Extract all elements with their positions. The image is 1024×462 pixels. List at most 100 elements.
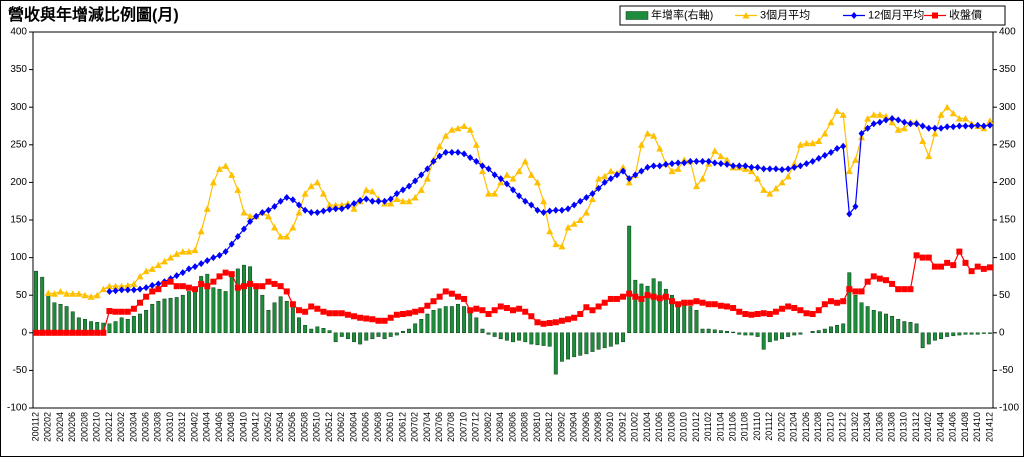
bar [394,332,399,336]
y2-tick-label: 250 [999,139,1016,150]
point-marker [406,182,413,190]
point-marker [968,122,975,130]
point-marker [766,165,773,173]
bar [70,311,75,334]
point-marker [644,130,652,137]
bar [816,330,821,334]
point-marker [785,303,792,310]
point-marker [393,195,401,202]
bar [761,332,766,350]
point-marker [516,305,523,312]
bar [309,328,314,334]
bar [865,306,870,334]
y2-tick-label: 100 [999,252,1016,263]
point-marker [882,116,889,124]
bar [321,328,326,334]
point-marker [687,299,694,306]
point-marker [901,118,908,126]
point-marker [760,165,767,173]
bar [737,332,742,335]
x-tick-label: 200412 [251,412,261,442]
bar [700,328,705,334]
bar [932,332,937,341]
bar [376,332,381,337]
point-marker [747,167,755,175]
point-marker [393,190,400,198]
point-marker [326,201,334,208]
x-tick-label: 200406 [214,412,224,442]
bar [162,298,167,334]
x-tick-label: 200310 [165,412,175,442]
point-marker [228,240,235,248]
legend-label: 12個月平均 [868,8,924,21]
point-marker [198,280,205,287]
point-marker [283,193,290,201]
point-marker [766,311,773,317]
bar [315,326,320,334]
point-marker [50,290,58,297]
point-marker [209,178,217,186]
point-marker [424,302,431,309]
point-marker [118,308,125,315]
point-marker [375,317,382,324]
point-marker [522,197,529,205]
x-tick-label: 200904 [569,412,579,442]
y-tick-label: 100 [10,252,27,263]
x-tick-label: 200910 [605,412,615,442]
bar [278,296,283,334]
point-marker [308,303,315,310]
bar [46,293,51,334]
point-marker [204,257,211,265]
point-marker [796,141,804,148]
point-marker [864,278,871,285]
point-marker [821,151,828,159]
point-marker [81,291,89,299]
bar [358,332,363,345]
point-marker [754,163,761,171]
point-marker [534,206,541,214]
point-marker [564,224,572,231]
bar [920,332,925,349]
x-tick-label: 200606 [361,412,371,442]
point-marker [412,308,419,315]
point-marker [613,171,620,179]
point-marker [656,162,663,170]
point-marker [607,167,615,175]
y2-tick-label: 400 [999,27,1016,38]
point-marker [423,175,431,182]
point-marker [894,126,902,133]
point-marker [357,314,364,321]
point-marker [399,311,406,317]
point-marker [161,280,168,287]
point-marker [699,157,706,165]
bar [639,283,644,334]
bar [339,332,344,337]
bar [431,309,436,334]
point-marker [106,307,113,314]
point-marker [620,293,627,300]
point-marker [222,269,229,276]
x-tick-label: 200604 [348,412,358,442]
point-marker [980,122,987,130]
point-marker [784,172,792,180]
point-marker [576,216,584,223]
bar [468,309,473,334]
point-marker [852,288,859,295]
point-marker [295,208,303,216]
point-marker [399,197,407,205]
point-marker [253,283,260,290]
point-marker [473,305,480,312]
point-marker [931,130,939,137]
x-tick-label: 200612 [397,412,407,442]
bar [370,332,375,340]
point-marker [699,299,706,306]
point-marker [558,317,565,324]
bar [645,285,650,334]
point-marker [319,190,327,197]
point-marker [479,162,486,170]
point-marker [803,139,811,147]
x-tick-label: 200808 [520,412,530,442]
point-marker [118,282,126,290]
point-marker [980,265,987,272]
point-marker [240,225,247,233]
